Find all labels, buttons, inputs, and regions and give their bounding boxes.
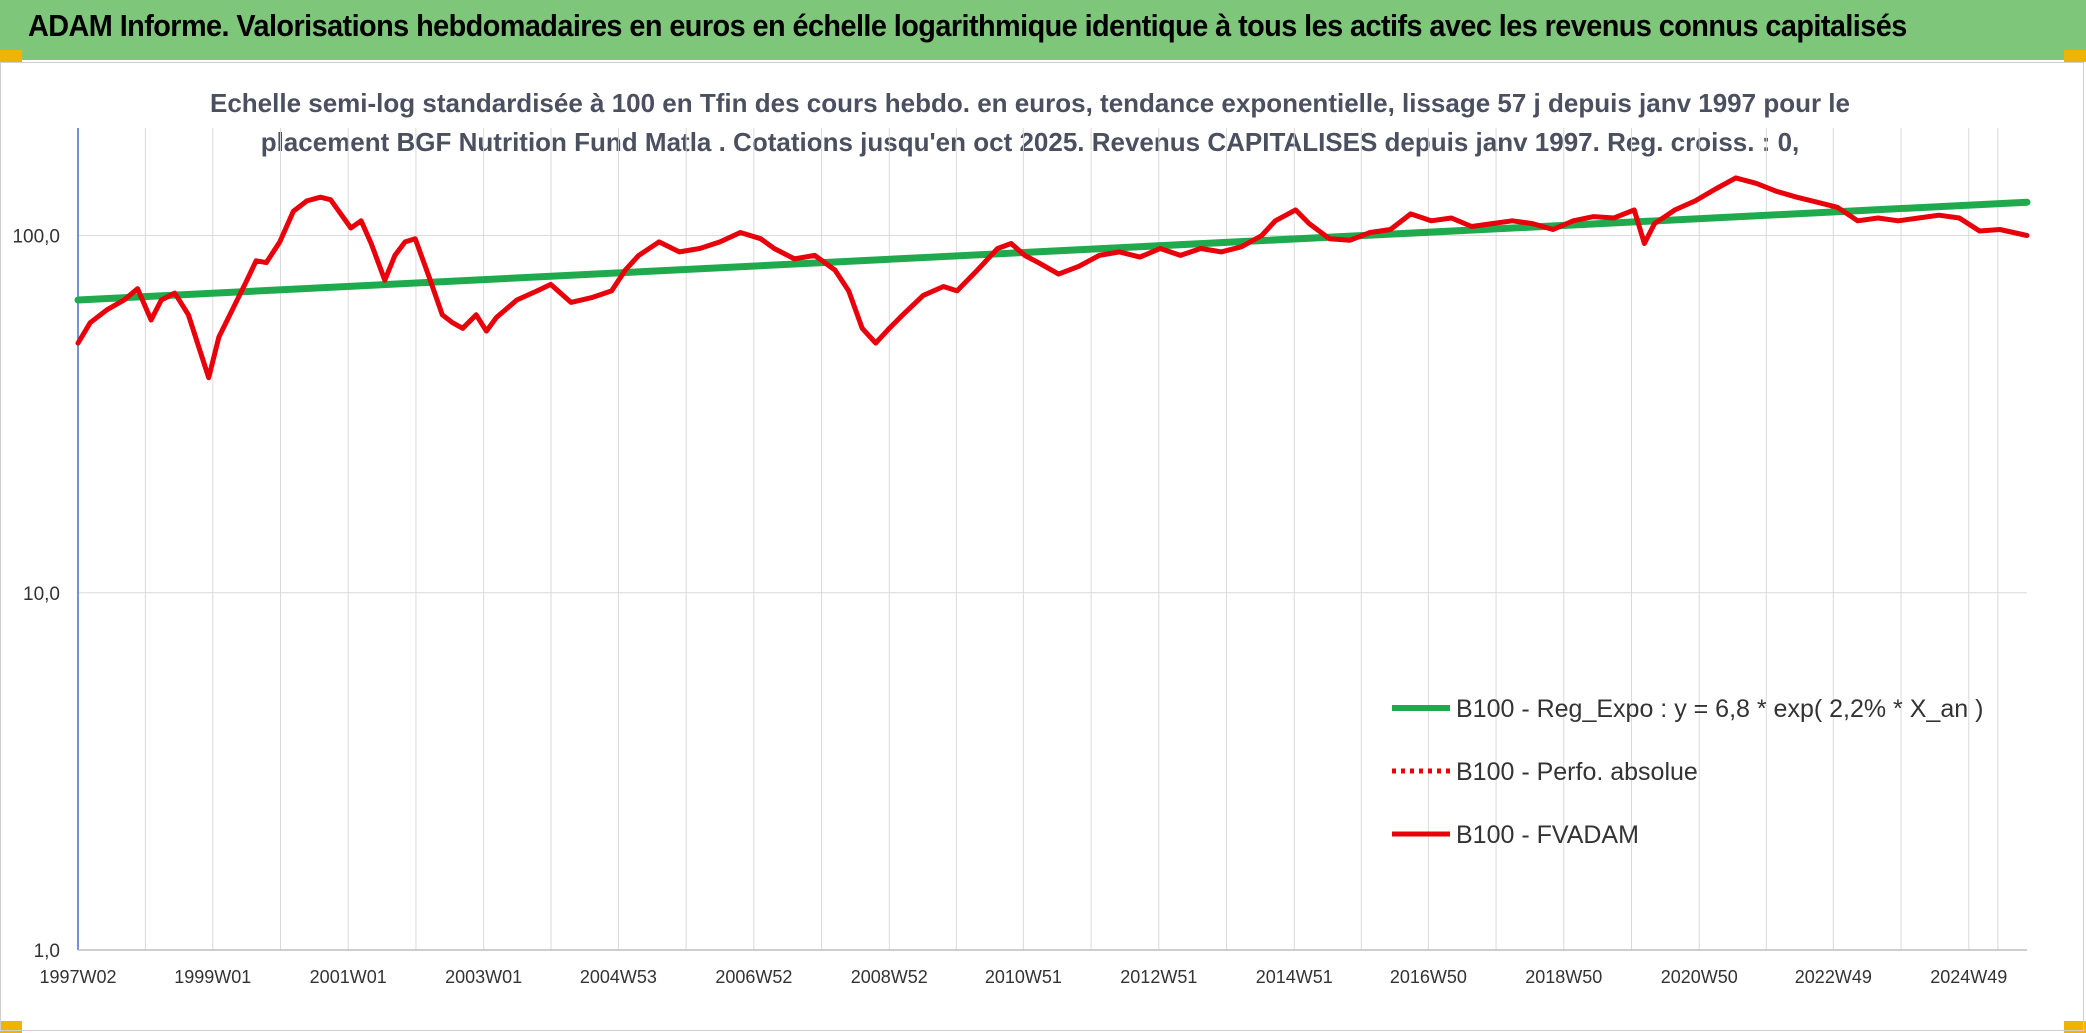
- y-tick-label: 10,0: [23, 584, 60, 605]
- page-title: ADAM Informe. Valorisations hebdomadaire…: [28, 8, 1907, 43]
- chart-title: Echelle semi-log standardisée à 100 en T…: [120, 84, 1940, 162]
- corner-marker-left: [0, 50, 22, 62]
- chart-title-line-2: placement BGF Nutrition Fund Matla . Cot…: [260, 127, 1800, 157]
- chart-title-line-1: Echelle semi-log standardisée à 100 en T…: [209, 88, 1850, 118]
- x-tick-label: 1997W02: [39, 967, 116, 987]
- legend-label: B100 - Reg_Expo : y = 6,8 * exp( 2,2% * …: [1456, 695, 1983, 723]
- series-line: [74, 198, 2031, 304]
- y-tick-label: 100,0: [12, 227, 60, 248]
- x-tick-label: 2022W49: [1795, 967, 1872, 987]
- x-tick-label: 2012W51: [1120, 967, 1197, 987]
- x-tick-label: 2003W01: [445, 967, 522, 987]
- chart-frame: [0, 62, 2084, 1031]
- x-tick-label: 2024W49: [1930, 967, 2007, 987]
- y-tick-label: 1,0: [34, 941, 60, 962]
- x-tick-label: 2010W51: [985, 967, 1062, 987]
- legend-label: B100 - FVADAM: [1456, 821, 1639, 849]
- x-tick-label: 2018W50: [1525, 967, 1602, 987]
- x-tick-label: 1999W01: [174, 967, 251, 987]
- x-tick-label: 2004W53: [580, 967, 657, 987]
- x-tick-label: 2008W52: [851, 967, 928, 987]
- x-tick-label: 2001W01: [310, 967, 387, 987]
- x-tick-label: 2020W50: [1661, 967, 1738, 987]
- series-line: [75, 175, 2030, 381]
- x-tick-label: 2014W51: [1256, 967, 1333, 987]
- header-bar: ADAM Informe. Valorisations hebdomadaire…: [0, 0, 2086, 60]
- legend-label: B100 - Perfo. absolue: [1456, 758, 1698, 786]
- x-tick-label: 2006W52: [715, 967, 792, 987]
- x-tick-label: 2016W50: [1390, 967, 1467, 987]
- corner-marker-right: [2064, 50, 2086, 62]
